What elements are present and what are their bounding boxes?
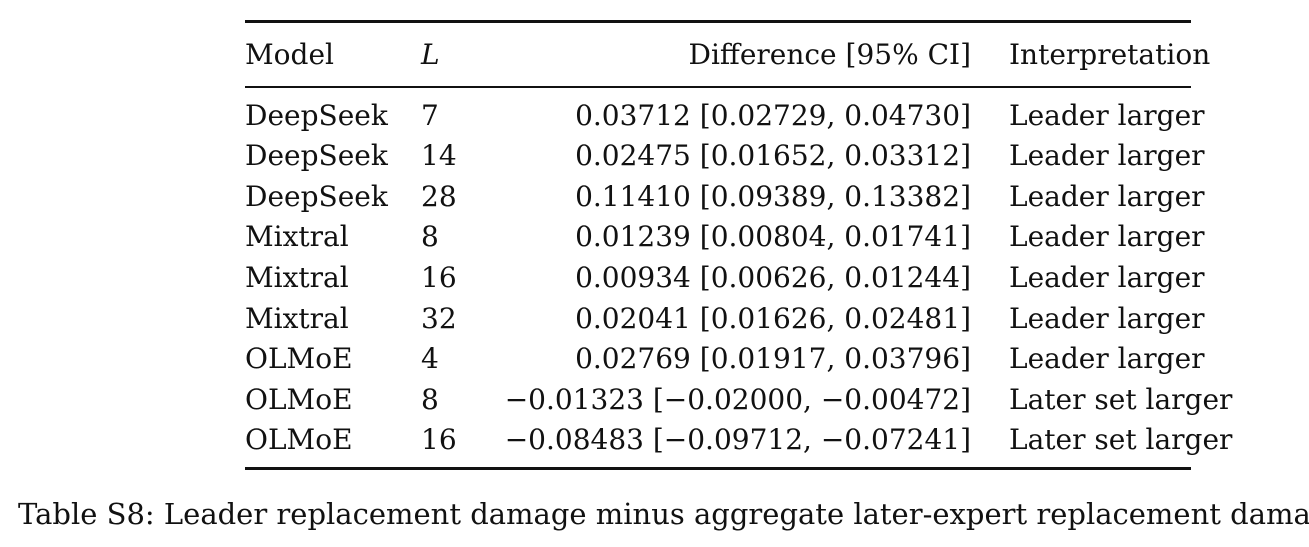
- header-l: L: [421, 38, 440, 71]
- cell-model: OLMoE: [245, 382, 353, 416]
- cell-l: 4: [421, 342, 439, 376]
- table-row: OLMoE 4 0.02769 [0.01917, 0.03796] Leade…: [245, 339, 1205, 380]
- header-difference: Difference [95% CI]: [688, 38, 971, 71]
- cell-l: 14: [421, 139, 457, 173]
- cell-difference: 0.02769 [0.01917, 0.03796]: [575, 342, 971, 376]
- table-row: DeepSeek 14 0.02475 [0.01652, 0.03312] L…: [245, 136, 1205, 177]
- cell-l: 16: [421, 260, 457, 294]
- cell-interpretation: Leader larger: [1009, 98, 1205, 132]
- cell-interpretation: Later set larger: [1009, 423, 1233, 457]
- cell-difference: 0.02041 [0.01626, 0.02481]: [575, 301, 971, 335]
- results-table-container: Model L Difference [95% CI] Interpretati…: [245, 20, 1233, 470]
- table-row: DeepSeek 7 0.03712 [0.02729, 0.04730] Le…: [245, 87, 1205, 137]
- cell-l: 16: [421, 423, 457, 457]
- cell-difference: 0.11410 [0.09389, 0.13382]: [575, 179, 971, 213]
- cell-model: DeepSeek: [245, 98, 388, 132]
- header-model: Model: [245, 38, 334, 71]
- table-header: Model L Difference [95% CI] Interpretati…: [245, 21, 1211, 87]
- cell-interpretation: Later set larger: [1009, 382, 1233, 416]
- table-row: Mixtral 16 0.00934 [0.00626, 0.01244] Le…: [245, 258, 1205, 299]
- cell-model: DeepSeek: [245, 139, 388, 173]
- cell-l: 8: [421, 382, 439, 416]
- table-body: DeepSeek 7 0.03712 [0.02729, 0.04730] Le…: [245, 87, 1233, 469]
- cell-l: 7: [421, 98, 439, 132]
- table-row: DeepSeek 28 0.11410 [0.09389, 0.13382] L…: [245, 177, 1205, 218]
- header-row: Model L Difference [95% CI] Interpretati…: [245, 21, 1211, 87]
- header-interpretation: Interpretation: [1009, 38, 1211, 71]
- cell-model: Mixtral: [245, 220, 349, 254]
- cell-l: 8: [421, 220, 439, 254]
- table-caption: Table S8: Leader replacement damage minu…: [18, 497, 1309, 531]
- cell-interpretation: Leader larger: [1009, 342, 1205, 376]
- table-row: Mixtral 32 0.02041 [0.01626, 0.02481] Le…: [245, 299, 1205, 340]
- cell-model: OLMoE: [245, 342, 353, 376]
- cell-difference: 0.01239 [0.00804, 0.01741]: [575, 220, 971, 254]
- cell-difference: 0.00934 [0.00626, 0.01244]: [575, 260, 971, 294]
- cell-l: 28: [421, 179, 457, 213]
- table-row: Mixtral 8 0.01239 [0.00804, 0.01741] Lea…: [245, 217, 1205, 258]
- cell-difference: −0.08483 [−0.09712, −0.07241]: [504, 423, 971, 457]
- table-row: OLMoE 16 −0.08483 [−0.09712, −0.07241] L…: [245, 420, 1233, 468]
- table-row: OLMoE 8 −0.01323 [−0.02000, −0.00472] La…: [245, 380, 1233, 421]
- cell-difference: 0.03712 [0.02729, 0.04730]: [575, 98, 971, 132]
- results-table: Model L Difference [95% CI] Interpretati…: [245, 20, 1233, 470]
- cell-model: Mixtral: [245, 260, 349, 294]
- cell-interpretation: Leader larger: [1009, 139, 1205, 173]
- cell-interpretation: Leader larger: [1009, 301, 1205, 335]
- cell-model: OLMoE: [245, 423, 353, 457]
- cell-difference: 0.02475 [0.01652, 0.03312]: [575, 139, 971, 173]
- cell-interpretation: Leader larger: [1009, 260, 1205, 294]
- cell-model: DeepSeek: [245, 179, 388, 213]
- cell-model: Mixtral: [245, 301, 349, 335]
- cell-interpretation: Leader larger: [1009, 179, 1205, 213]
- cell-l: 32: [421, 301, 457, 335]
- cell-interpretation: Leader larger: [1009, 220, 1205, 254]
- cell-difference: −0.01323 [−0.02000, −0.00472]: [504, 382, 971, 416]
